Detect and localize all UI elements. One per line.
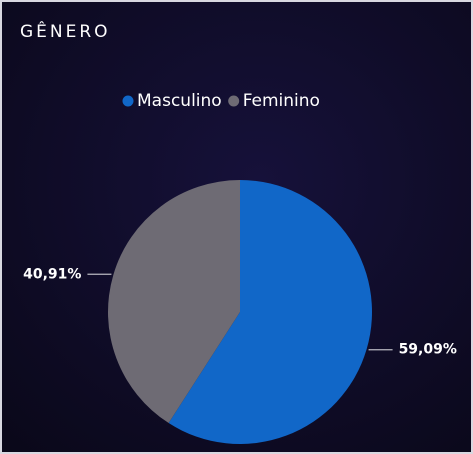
chart-title: GÊNERO: [20, 20, 111, 42]
legend-swatch: [228, 95, 240, 107]
data-label: 59,09%: [399, 342, 457, 358]
legend-swatch: [122, 95, 134, 107]
pie-slice: [108, 180, 240, 424]
pie: 59,09% 40,91%: [23, 180, 457, 444]
legend-label: Masculino: [137, 91, 222, 111]
data-label: 40,91%: [23, 266, 81, 282]
legend-label: Feminino: [243, 91, 320, 111]
legend: Masculino Feminino: [122, 91, 320, 111]
pie-slice: [168, 180, 372, 444]
